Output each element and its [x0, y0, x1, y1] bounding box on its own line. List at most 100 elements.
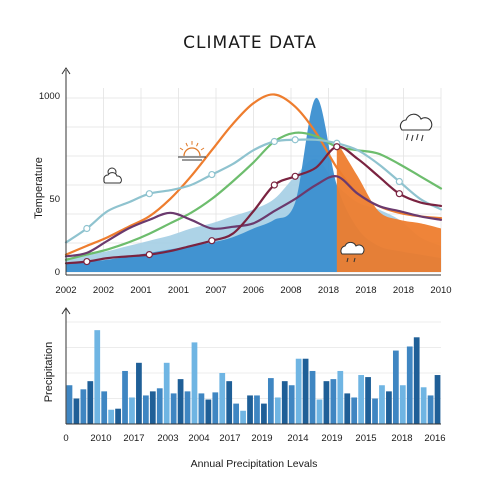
series-marker — [270, 181, 278, 189]
y-axis-arrow — [61, 307, 71, 315]
rain-drop — [346, 257, 349, 263]
x-tick-label: 2008 — [280, 285, 301, 296]
precipitation-bar — [288, 385, 295, 424]
precipitation-bar — [274, 397, 281, 424]
rain-drop — [421, 134, 424, 142]
series-line-4 — [64, 131, 443, 261]
precipitation-bar — [177, 379, 184, 424]
sun-ray — [179, 147, 184, 151]
series-marker — [208, 237, 216, 245]
x-tick-label: 2015 — [355, 433, 376, 444]
cloud-shape — [399, 113, 433, 131]
series-area-2 — [336, 141, 441, 272]
x-tick-label: 2019 — [251, 433, 272, 444]
precipitation-bar — [115, 408, 121, 424]
series-marker — [291, 136, 299, 144]
x-tick-label: 2014 — [287, 433, 308, 444]
series-marker — [83, 257, 91, 266]
x-tick-label: 2018 — [393, 285, 414, 296]
precipitation-bar — [344, 393, 351, 424]
series-marker — [83, 224, 91, 233]
precipitation-bar — [420, 387, 427, 424]
x-tick-label: 2002 — [93, 285, 114, 296]
cloud-shape — [340, 241, 365, 255]
rain-cloud-icon — [399, 113, 433, 142]
precipitation-bar — [198, 393, 205, 424]
y-axis-label: Temperature — [33, 157, 45, 219]
precipitation-bar — [365, 377, 371, 424]
x-tick-label: 2001 — [130, 285, 151, 296]
precipitation-bar — [392, 350, 399, 424]
x-tick-label: 2004 — [188, 433, 209, 444]
x-tick-label: 2010 — [430, 285, 451, 296]
precipitation-bar — [351, 397, 358, 424]
x-tick-label: 2007 — [205, 285, 226, 296]
series-marker — [395, 190, 403, 198]
x-tick-label: 2010 — [90, 433, 111, 444]
precipitation-bar — [261, 403, 267, 424]
precipitation-bar — [386, 391, 392, 424]
y-axis-label: Precipitation — [43, 342, 55, 403]
precipitation-bar — [136, 362, 142, 424]
precipitation-bar — [108, 409, 115, 424]
precipitation-bar — [80, 389, 87, 424]
sun-ray — [185, 142, 188, 147]
precipitation-bar — [66, 385, 73, 424]
precipitation-bar — [379, 385, 385, 424]
precipitation-bar — [330, 379, 337, 424]
precipitation-bar — [149, 391, 156, 424]
precipitation-bar — [337, 370, 344, 424]
precipitation-bar — [247, 395, 253, 424]
precipitation-bar — [295, 358, 302, 424]
sun-ray — [196, 142, 199, 147]
precipitation-bar — [267, 378, 274, 424]
y-tick-label: 0 — [55, 267, 60, 278]
precipitation-bar — [372, 398, 378, 424]
precipitation-bar — [226, 381, 233, 424]
precipitation-bar — [156, 388, 163, 424]
precipitation-bar — [233, 403, 240, 424]
rain-drop — [353, 257, 356, 263]
precipitation-bar — [142, 395, 149, 424]
cloud-shape — [103, 172, 122, 184]
precipitation-bar — [205, 399, 212, 424]
x-tick-label: 2003 — [157, 433, 178, 444]
series-marker — [333, 143, 341, 151]
precipitation-bar — [101, 391, 108, 424]
precipitation-bar — [302, 358, 309, 424]
x-tick-label: 2001 — [168, 285, 189, 296]
sun-arc — [183, 147, 201, 157]
x-tick-label: 2018 — [355, 285, 376, 296]
precipitation-bar — [184, 391, 191, 424]
rain-drop — [411, 134, 414, 142]
x-tick-label: 0 — [63, 433, 68, 444]
precipitation-bar — [323, 381, 330, 424]
sun-ray — [200, 147, 205, 151]
precipitation-bar — [191, 342, 198, 424]
precipitation-bar — [358, 375, 365, 424]
precipitation-bar — [219, 373, 226, 424]
cloud-drizzle-icon — [340, 241, 365, 263]
precipitation-bar — [254, 395, 260, 424]
precipitation-bar — [434, 375, 441, 424]
precipitation-bar — [399, 385, 406, 424]
x-tick-label: 2017 — [123, 433, 144, 444]
x-axis-label: Annual Precipitation Levals — [191, 458, 318, 470]
y-axis-arrow — [61, 67, 71, 75]
precipitation-bar — [240, 410, 246, 424]
chart-title: CLIMATE DATA — [183, 33, 317, 53]
series-line-6 — [64, 175, 443, 258]
rain-drop — [406, 133, 409, 141]
series-line-7 — [64, 145, 443, 265]
series-marker — [270, 137, 278, 146]
series-line-5 — [64, 138, 443, 244]
x-tick-label: 2002 — [55, 285, 76, 296]
series-marker — [208, 170, 216, 179]
precipitation-bar — [163, 362, 170, 424]
x-tick-label: 2018 — [391, 433, 412, 444]
series-marker — [291, 172, 299, 180]
precipitation-bar — [87, 381, 94, 424]
precipitation-bar — [427, 395, 434, 424]
x-tick-label: 2019 — [321, 433, 342, 444]
